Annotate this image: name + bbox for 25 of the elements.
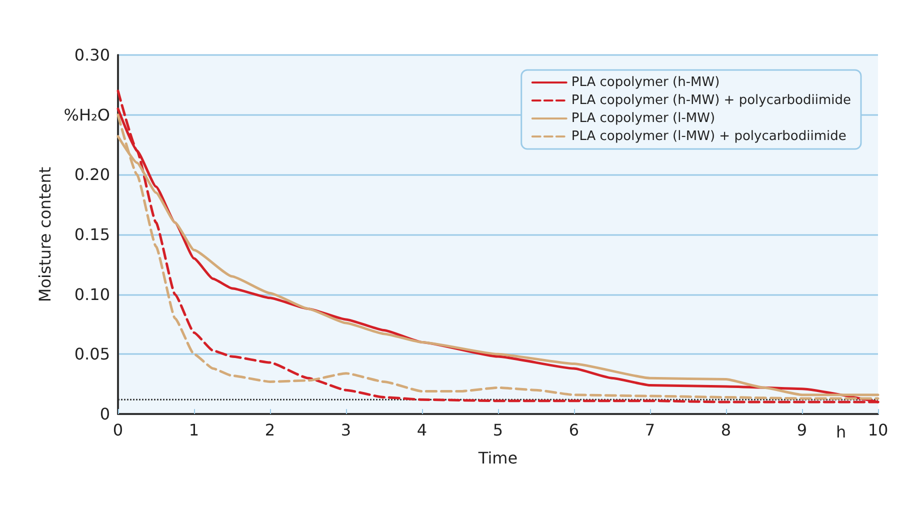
y-tick-label: 0.15 [74, 225, 110, 244]
y-tick-label: 0 [100, 404, 110, 424]
y-tick-label: 0.05 [74, 344, 110, 364]
legend-label: PLA copolymer (l-MW) + polycarbodiimide [571, 129, 846, 144]
x-tick-label: 3 [340, 420, 352, 440]
y-tick-label: 0.20 [74, 165, 110, 184]
y-tick-label: 0.30 [74, 46, 110, 64]
y-axis-title: Moisture content [35, 166, 54, 302]
x-tick-label: 1 [188, 420, 200, 440]
legend-label: PLA copolymer (h-MW) [571, 75, 720, 90]
y-tick-label: %H₂O [64, 105, 110, 124]
x-tick-label: 5 [492, 420, 504, 440]
x-tick-label: 4 [416, 420, 428, 440]
legend-label: PLA copolymer (l-MW) [571, 111, 716, 126]
x-tick-label: 10 [868, 420, 888, 440]
y-tick-label: 0.10 [74, 284, 110, 304]
x-tick-label: 7 [644, 420, 656, 440]
x-axis-title: Time [477, 448, 518, 468]
legend-label: PLA copolymer (h-MW) + polycarbodiimide [571, 93, 852, 108]
x-tick-label: 6 [568, 420, 580, 440]
x-tick-label: 2 [264, 420, 276, 440]
x-tick-label: 9 [796, 420, 808, 440]
x-tick-label: 8 [720, 420, 732, 440]
x-tick-label: 0 [112, 420, 124, 440]
text: h [836, 422, 846, 442]
